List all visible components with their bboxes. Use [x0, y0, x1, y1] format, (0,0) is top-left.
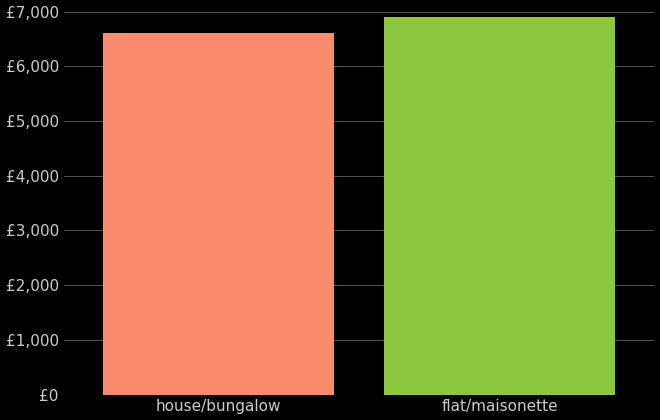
Bar	[384, 17, 615, 394]
Bar	[103, 34, 334, 394]
